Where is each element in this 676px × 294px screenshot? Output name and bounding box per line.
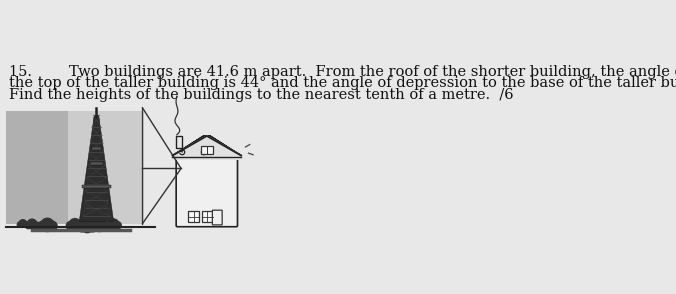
Circle shape <box>24 221 32 229</box>
Bar <box>176 136 182 148</box>
Bar <box>91 162 103 166</box>
Bar <box>202 211 213 223</box>
Circle shape <box>89 220 100 232</box>
Circle shape <box>26 218 38 230</box>
Polygon shape <box>79 117 114 221</box>
Bar <box>92 147 101 150</box>
Bar <box>6 111 68 224</box>
Circle shape <box>107 218 120 230</box>
Circle shape <box>66 221 76 231</box>
Bar <box>189 211 199 223</box>
Polygon shape <box>91 117 103 164</box>
Circle shape <box>68 218 82 231</box>
Circle shape <box>105 221 114 230</box>
FancyBboxPatch shape <box>212 210 222 225</box>
Circle shape <box>18 219 27 228</box>
Bar <box>6 111 144 224</box>
Text: Find the heights of the buildings to the nearest tenth of a metre.  /6: Find the heights of the buildings to the… <box>9 88 513 101</box>
Circle shape <box>47 220 58 232</box>
Circle shape <box>32 221 40 229</box>
FancyBboxPatch shape <box>176 158 237 227</box>
Circle shape <box>113 221 122 230</box>
Circle shape <box>74 221 84 231</box>
Circle shape <box>22 221 29 228</box>
Circle shape <box>87 220 99 233</box>
Text: the top of the taller building is 44° and the angle of depression to the base of: the top of the taller building is 44° an… <box>9 76 676 91</box>
Circle shape <box>40 218 55 232</box>
Bar <box>82 185 111 188</box>
Circle shape <box>37 220 48 232</box>
Circle shape <box>99 220 110 232</box>
Circle shape <box>79 217 95 233</box>
Bar <box>201 146 213 154</box>
Text: 15.        Two buildings are 41.6 m apart.  From the roof of the shorter buildin: 15. Two buildings are 41.6 m apart. From… <box>9 66 676 79</box>
Circle shape <box>76 220 88 233</box>
Polygon shape <box>172 136 241 156</box>
Circle shape <box>92 218 107 232</box>
Polygon shape <box>172 136 241 159</box>
Circle shape <box>17 221 23 228</box>
